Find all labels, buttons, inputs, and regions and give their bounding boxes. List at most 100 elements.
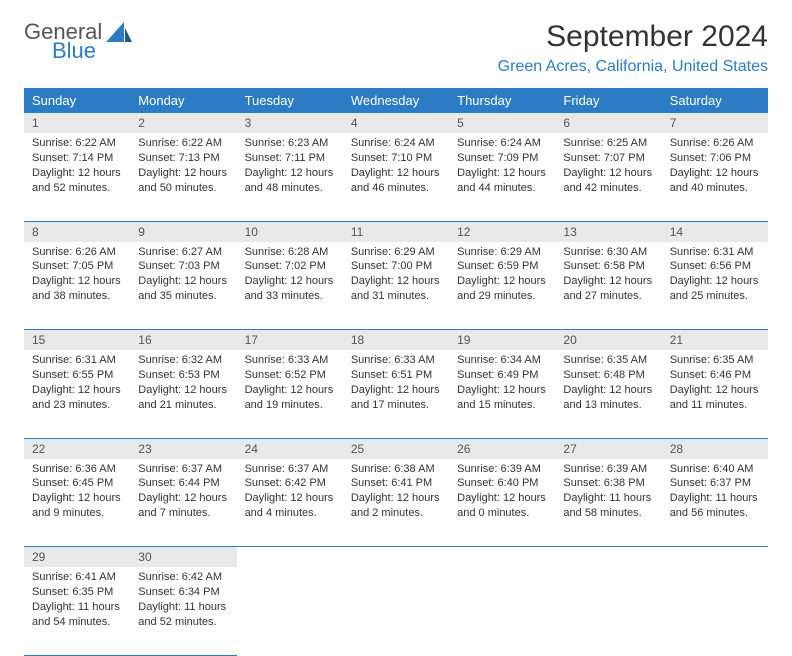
day-number-cell: 8 <box>24 221 130 242</box>
day-number-cell: 21 <box>662 330 768 351</box>
day-header-row: SundayMondayTuesdayWednesdayThursdayFrid… <box>24 88 768 113</box>
day-body-cell <box>449 567 555 655</box>
day-body-cell: Sunrise: 6:26 AMSunset: 7:05 PMDaylight:… <box>24 242 130 330</box>
day-number-cell: 15 <box>24 330 130 351</box>
day-number-cell: 5 <box>449 113 555 133</box>
day-number-row: 15161718192021 <box>24 330 768 351</box>
day-number-cell: 17 <box>237 330 343 351</box>
day-body-cell: Sunrise: 6:27 AMSunset: 7:03 PMDaylight:… <box>130 242 236 330</box>
day-body-cell: Sunrise: 6:22 AMSunset: 7:14 PMDaylight:… <box>24 133 130 221</box>
day-number-cell: 20 <box>555 330 661 351</box>
day-details: Sunrise: 6:34 AMSunset: 6:49 PMDaylight:… <box>449 350 555 418</box>
day-details: Sunrise: 6:22 AMSunset: 7:13 PMDaylight:… <box>130 133 236 201</box>
day-body-cell: Sunrise: 6:37 AMSunset: 6:42 PMDaylight:… <box>237 459 343 547</box>
day-body-cell: Sunrise: 6:32 AMSunset: 6:53 PMDaylight:… <box>130 350 236 438</box>
day-number-cell: 27 <box>555 438 661 459</box>
day-details: Sunrise: 6:39 AMSunset: 6:40 PMDaylight:… <box>449 459 555 527</box>
day-header: Monday <box>130 88 236 113</box>
day-body-cell: Sunrise: 6:33 AMSunset: 6:51 PMDaylight:… <box>343 350 449 438</box>
title-block: September 2024 Green Acres, California, … <box>498 20 768 76</box>
day-number-cell: 9 <box>130 221 236 242</box>
day-body-row: Sunrise: 6:31 AMSunset: 6:55 PMDaylight:… <box>24 350 768 438</box>
day-body-cell: Sunrise: 6:29 AMSunset: 7:00 PMDaylight:… <box>343 242 449 330</box>
logo: General Blue <box>24 20 132 62</box>
day-details: Sunrise: 6:24 AMSunset: 7:10 PMDaylight:… <box>343 133 449 201</box>
day-number-cell: 12 <box>449 221 555 242</box>
day-header: Sunday <box>24 88 130 113</box>
day-body-cell: Sunrise: 6:42 AMSunset: 6:34 PMDaylight:… <box>130 567 236 655</box>
day-number-cell: 3 <box>237 113 343 133</box>
day-number-cell: 24 <box>237 438 343 459</box>
day-body-cell: Sunrise: 6:41 AMSunset: 6:35 PMDaylight:… <box>24 567 130 655</box>
day-number-cell: 18 <box>343 330 449 351</box>
day-body-cell <box>662 567 768 655</box>
day-number-cell: 22 <box>24 438 130 459</box>
day-number-cell: 26 <box>449 438 555 459</box>
day-number-cell: 14 <box>662 221 768 242</box>
day-body-cell: Sunrise: 6:39 AMSunset: 6:40 PMDaylight:… <box>449 459 555 547</box>
day-number-cell: 13 <box>555 221 661 242</box>
day-body-cell: Sunrise: 6:38 AMSunset: 6:41 PMDaylight:… <box>343 459 449 547</box>
day-number-cell: 23 <box>130 438 236 459</box>
calendar-body: 1234567Sunrise: 6:22 AMSunset: 7:14 PMDa… <box>24 113 768 655</box>
day-number-cell: 16 <box>130 330 236 351</box>
day-number-row: 1234567 <box>24 113 768 133</box>
day-body-row: Sunrise: 6:26 AMSunset: 7:05 PMDaylight:… <box>24 242 768 330</box>
day-details: Sunrise: 6:31 AMSunset: 6:55 PMDaylight:… <box>24 350 130 418</box>
day-details: Sunrise: 6:32 AMSunset: 6:53 PMDaylight:… <box>130 350 236 418</box>
day-body-cell: Sunrise: 6:29 AMSunset: 6:59 PMDaylight:… <box>449 242 555 330</box>
day-body-cell: Sunrise: 6:36 AMSunset: 6:45 PMDaylight:… <box>24 459 130 547</box>
day-body-cell <box>343 567 449 655</box>
day-number-cell: 1 <box>24 113 130 133</box>
day-header: Wednesday <box>343 88 449 113</box>
day-number-cell <box>662 547 768 568</box>
day-number-cell: 7 <box>662 113 768 133</box>
day-body-cell: Sunrise: 6:24 AMSunset: 7:09 PMDaylight:… <box>449 133 555 221</box>
day-body-cell: Sunrise: 6:34 AMSunset: 6:49 PMDaylight:… <box>449 350 555 438</box>
day-number-cell: 25 <box>343 438 449 459</box>
day-details: Sunrise: 6:33 AMSunset: 6:52 PMDaylight:… <box>237 350 343 418</box>
day-number-cell: 28 <box>662 438 768 459</box>
location: Green Acres, California, United States <box>498 58 768 76</box>
day-number-cell <box>449 547 555 568</box>
day-body-cell: Sunrise: 6:39 AMSunset: 6:38 PMDaylight:… <box>555 459 661 547</box>
day-header: Saturday <box>662 88 768 113</box>
day-details: Sunrise: 6:38 AMSunset: 6:41 PMDaylight:… <box>343 459 449 527</box>
day-body-row: Sunrise: 6:41 AMSunset: 6:35 PMDaylight:… <box>24 567 768 655</box>
day-body-cell: Sunrise: 6:26 AMSunset: 7:06 PMDaylight:… <box>662 133 768 221</box>
day-number-cell: 11 <box>343 221 449 242</box>
day-details: Sunrise: 6:23 AMSunset: 7:11 PMDaylight:… <box>237 133 343 201</box>
day-number-row: 2930 <box>24 547 768 568</box>
day-details: Sunrise: 6:29 AMSunset: 7:00 PMDaylight:… <box>343 242 449 310</box>
day-number-cell <box>343 547 449 568</box>
day-details: Sunrise: 6:39 AMSunset: 6:38 PMDaylight:… <box>555 459 661 527</box>
day-body-cell: Sunrise: 6:25 AMSunset: 7:07 PMDaylight:… <box>555 133 661 221</box>
day-details: Sunrise: 6:36 AMSunset: 6:45 PMDaylight:… <box>24 459 130 527</box>
day-header: Thursday <box>449 88 555 113</box>
day-details: Sunrise: 6:30 AMSunset: 6:58 PMDaylight:… <box>555 242 661 310</box>
day-details: Sunrise: 6:40 AMSunset: 6:37 PMDaylight:… <box>662 459 768 527</box>
day-details: Sunrise: 6:35 AMSunset: 6:46 PMDaylight:… <box>662 350 768 418</box>
day-details: Sunrise: 6:22 AMSunset: 7:14 PMDaylight:… <box>24 133 130 201</box>
day-header: Friday <box>555 88 661 113</box>
day-body-cell: Sunrise: 6:35 AMSunset: 6:46 PMDaylight:… <box>662 350 768 438</box>
day-details: Sunrise: 6:41 AMSunset: 6:35 PMDaylight:… <box>24 567 130 635</box>
day-body-cell: Sunrise: 6:22 AMSunset: 7:13 PMDaylight:… <box>130 133 236 221</box>
logo-text-block: General Blue <box>24 20 102 62</box>
day-body-cell: Sunrise: 6:28 AMSunset: 7:02 PMDaylight:… <box>237 242 343 330</box>
day-body-cell: Sunrise: 6:37 AMSunset: 6:44 PMDaylight:… <box>130 459 236 547</box>
day-body-cell: Sunrise: 6:23 AMSunset: 7:11 PMDaylight:… <box>237 133 343 221</box>
day-body-cell: Sunrise: 6:24 AMSunset: 7:10 PMDaylight:… <box>343 133 449 221</box>
logo-word2: Blue <box>52 39 102 62</box>
header: General Blue September 2024 Green Acres,… <box>24 20 768 76</box>
day-header: Tuesday <box>237 88 343 113</box>
day-details: Sunrise: 6:24 AMSunset: 7:09 PMDaylight:… <box>449 133 555 201</box>
day-number-cell: 30 <box>130 547 236 568</box>
day-details: Sunrise: 6:37 AMSunset: 6:44 PMDaylight:… <box>130 459 236 527</box>
day-body-cell: Sunrise: 6:33 AMSunset: 6:52 PMDaylight:… <box>237 350 343 438</box>
day-number-cell: 19 <box>449 330 555 351</box>
day-body-cell: Sunrise: 6:40 AMSunset: 6:37 PMDaylight:… <box>662 459 768 547</box>
day-body-row: Sunrise: 6:36 AMSunset: 6:45 PMDaylight:… <box>24 459 768 547</box>
day-number-row: 891011121314 <box>24 221 768 242</box>
day-number-cell: 10 <box>237 221 343 242</box>
